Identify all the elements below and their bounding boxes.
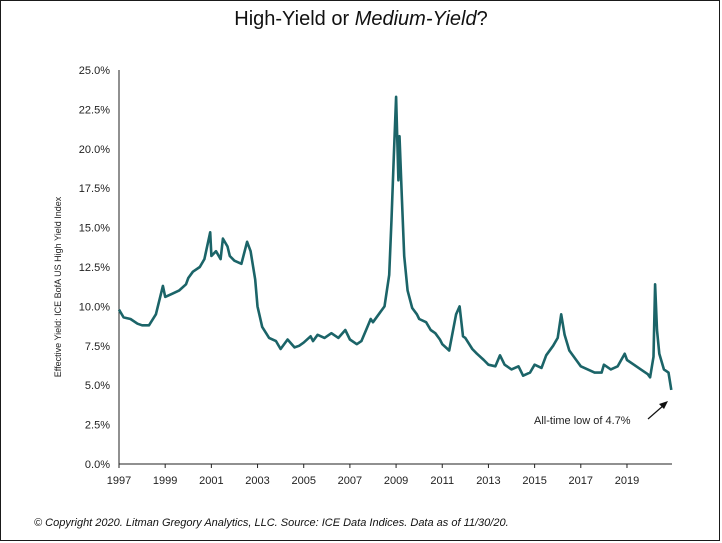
- copyright-footer: © Copyright 2020. Litman Gregory Analyti…: [34, 517, 509, 529]
- y-tick-label: 2.5%: [85, 420, 110, 432]
- chart-title: High-Yield or Medium-Yield?: [234, 8, 488, 30]
- y-axis: 0.0% 2.5% 5.0% 7.5% 10.0% 12.5% 15.0% 17.5% 20.0…: [79, 65, 120, 471]
- y-tick-label: 20.0%: [79, 144, 110, 156]
- x-tick-label: 2001: [199, 475, 223, 487]
- x-tick-label: 2011: [430, 475, 454, 487]
- annotation-arrowhead-icon: [659, 401, 668, 409]
- x-tick-label: 2003: [245, 475, 269, 487]
- y-tick-label: 17.5%: [79, 183, 110, 195]
- y-tick-label: 22.5%: [79, 104, 110, 116]
- x-tick-label: 2005: [291, 475, 315, 487]
- y-tick-label: 7.5%: [85, 341, 110, 353]
- y-tick-label: 0.0%: [85, 459, 110, 471]
- y-tick-label: 12.5%: [79, 262, 110, 274]
- y-axis-label: Effective Yield: ICE BofA US High Yield …: [53, 196, 63, 377]
- x-tick-label: 2013: [476, 475, 500, 487]
- y-tick-label: 25.0%: [79, 65, 110, 77]
- x-tick-label: 2019: [615, 475, 639, 487]
- x-tick-label: 2009: [384, 475, 408, 487]
- x-tick-label: 2007: [338, 475, 362, 487]
- y-tick-label: 10.0%: [79, 301, 110, 313]
- series-line-effective-yield: [117, 95, 673, 391]
- x-tick-label: 1999: [153, 475, 177, 487]
- x-tick-label: 1997: [107, 475, 131, 487]
- y-tick-label: 15.0%: [79, 223, 110, 235]
- annotation-all-time-low: All-time low of 4.7%: [534, 415, 631, 427]
- x-axis: 1997 1999 2001 2003 2005 2007 2009 2011 2013 2015…: [107, 463, 672, 487]
- y-tick-label: 5.0%: [85, 380, 110, 392]
- x-tick-label: 2017: [569, 475, 593, 487]
- annotation-arrow: [647, 404, 665, 420]
- x-tick-label: 2015: [522, 475, 546, 487]
